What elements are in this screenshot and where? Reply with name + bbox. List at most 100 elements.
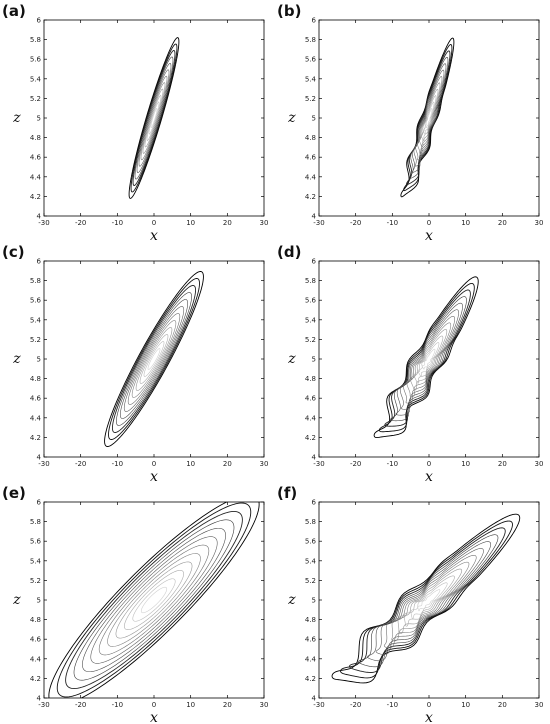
- contour-level: [136, 63, 172, 173]
- y-tick-label: 4.6: [30, 636, 42, 644]
- y-tick-label: 4.4: [305, 414, 317, 422]
- contour-level: [143, 341, 165, 377]
- x-tick-label: -30: [38, 460, 49, 468]
- y-tick-label: 5.2: [305, 95, 316, 103]
- contour-plot: -30 -20 -10 0 10 20 30 4 4.2 4.4 4.6 4.8 5 5.2 5.4 5.6 5…: [287, 17, 543, 245]
- x-axis-label: x: [425, 710, 433, 724]
- axes-frame: [318, 260, 540, 458]
- y-tick-label: 4.6: [305, 395, 317, 403]
- contour-level: [417, 589, 441, 612]
- contour-level: [123, 306, 185, 412]
- y-tick-label: 4.8: [30, 375, 41, 383]
- contour-level: [340, 520, 513, 679]
- contour-level: [127, 313, 181, 405]
- x-tick-label: 0: [427, 701, 431, 709]
- y-tick-label: 4.4: [30, 173, 42, 181]
- x-tick-label: 0: [152, 219, 156, 227]
- contour-level: [367, 541, 492, 662]
- panel-label: (e): [2, 484, 26, 502]
- contour-level: [409, 56, 449, 179]
- y-tick-label: 5.6: [30, 56, 42, 64]
- contour-level: [119, 299, 189, 419]
- y-tick-label: 4.6: [30, 395, 42, 403]
- y-tick-label: 4: [312, 213, 317, 221]
- contour-level: [147, 348, 161, 370]
- contour-level: [124, 570, 184, 630]
- contour-level: [146, 95, 162, 141]
- contour-level: [140, 75, 168, 161]
- y-tick-label: 4.2: [30, 675, 41, 683]
- y-tick-label: 5.6: [305, 56, 317, 64]
- y-tick-label: 5: [312, 356, 316, 364]
- x-tick-label: 0: [152, 701, 156, 709]
- contour-level: [116, 292, 192, 426]
- x-tick-label: 10: [461, 460, 470, 468]
- contour-level: [56, 502, 252, 698]
- contour-plot: -30 -20 -10 0 10 20 30 4 4.2 4.4 4.6 4.8 5 5.2 5.4 5.6 5…: [12, 258, 268, 486]
- panel-label: (f): [277, 484, 298, 502]
- y-tick-label: 4: [37, 454, 42, 462]
- y-tick-label: 4.8: [30, 616, 41, 624]
- y-tick-label: 5.2: [305, 336, 316, 344]
- y-tick-label: 4.2: [30, 193, 41, 201]
- contour-level: [413, 335, 444, 384]
- y-tick-label: 5.4: [30, 316, 42, 324]
- contour-level: [410, 582, 448, 619]
- contour-level: [130, 43, 178, 193]
- contour-level: [138, 69, 170, 167]
- x-tick-label: 10: [186, 701, 195, 709]
- y-tick-label: 5.4: [305, 75, 317, 83]
- x-tick-label: 30: [260, 219, 269, 227]
- axes-frame: [43, 501, 265, 699]
- contour-lines: [400, 37, 455, 198]
- panel-label: (b): [277, 2, 302, 20]
- contour-level: [373, 276, 479, 439]
- contour-level: [423, 101, 435, 135]
- contour-level: [135, 327, 173, 391]
- contour-level: [107, 553, 201, 647]
- contour-panel: (a) -30 -20 -10 0 10 20 30 4 4.2 4.4 4.6 4.8 5 5.2 5.4 5…: [0, 0, 275, 245]
- y-tick-label: 5.8: [305, 518, 316, 526]
- y-tick-label: 4.2: [30, 434, 41, 442]
- x-axis-label: x: [150, 469, 158, 485]
- y-axis-label: z: [287, 592, 296, 608]
- contour-level: [425, 108, 433, 128]
- contour-level: [419, 88, 439, 148]
- contour-plot: -30 -20 -10 0 10 20 30 4 4.2 4.4 4.6 4.8 5 5.2 5.4 5.6 5…: [12, 499, 268, 724]
- contour-level: [358, 534, 499, 668]
- y-tick-label: 5.8: [30, 518, 41, 526]
- contour-level: [115, 561, 193, 639]
- x-axis-label: x: [425, 228, 433, 244]
- contour-level: [397, 568, 463, 634]
- x-tick-label: 30: [535, 460, 544, 468]
- x-tick-label: 20: [223, 219, 232, 227]
- contour-lines: [331, 513, 521, 684]
- contour-level: [348, 527, 506, 673]
- y-axis-label: z: [287, 110, 296, 126]
- contour-level: [73, 519, 235, 681]
- contour-level: [134, 56, 174, 180]
- y-tick-label: 6: [37, 258, 42, 266]
- y-tick-label: 4: [37, 695, 42, 703]
- contour-lines: [373, 276, 479, 439]
- y-tick-label: 5.4: [30, 75, 42, 83]
- axes-frame: [318, 19, 540, 217]
- y-tick-label: 4.2: [305, 193, 316, 201]
- contour-level: [128, 37, 180, 199]
- y-tick-label: 5.4: [305, 316, 317, 324]
- panel-label: (c): [2, 243, 25, 261]
- contour-level: [150, 108, 158, 128]
- y-tick-label: 6: [37, 499, 42, 507]
- y-tick-label: 5: [37, 115, 41, 123]
- y-tick-label: 5.2: [305, 577, 316, 585]
- contour-panel: (e) -30 -20 -10 0 10 20 30 4 4.2 4.4 4.6 4.8 5 5.2 5.4 5…: [0, 482, 275, 724]
- y-tick-label: 4.6: [30, 154, 42, 162]
- y-tick-label: 5: [37, 356, 41, 364]
- x-tick-label: 0: [152, 460, 156, 468]
- y-tick-label: 5.8: [305, 277, 316, 285]
- x-tick-label: 10: [461, 219, 470, 227]
- contour-plot: -30 -20 -10 0 10 20 30 4 4.2 4.4 4.6 4.8 5 5.2 5.4 5.6 5…: [12, 17, 269, 245]
- contour-level: [391, 561, 470, 642]
- x-tick-label: -30: [38, 701, 49, 709]
- contour-level: [417, 342, 440, 377]
